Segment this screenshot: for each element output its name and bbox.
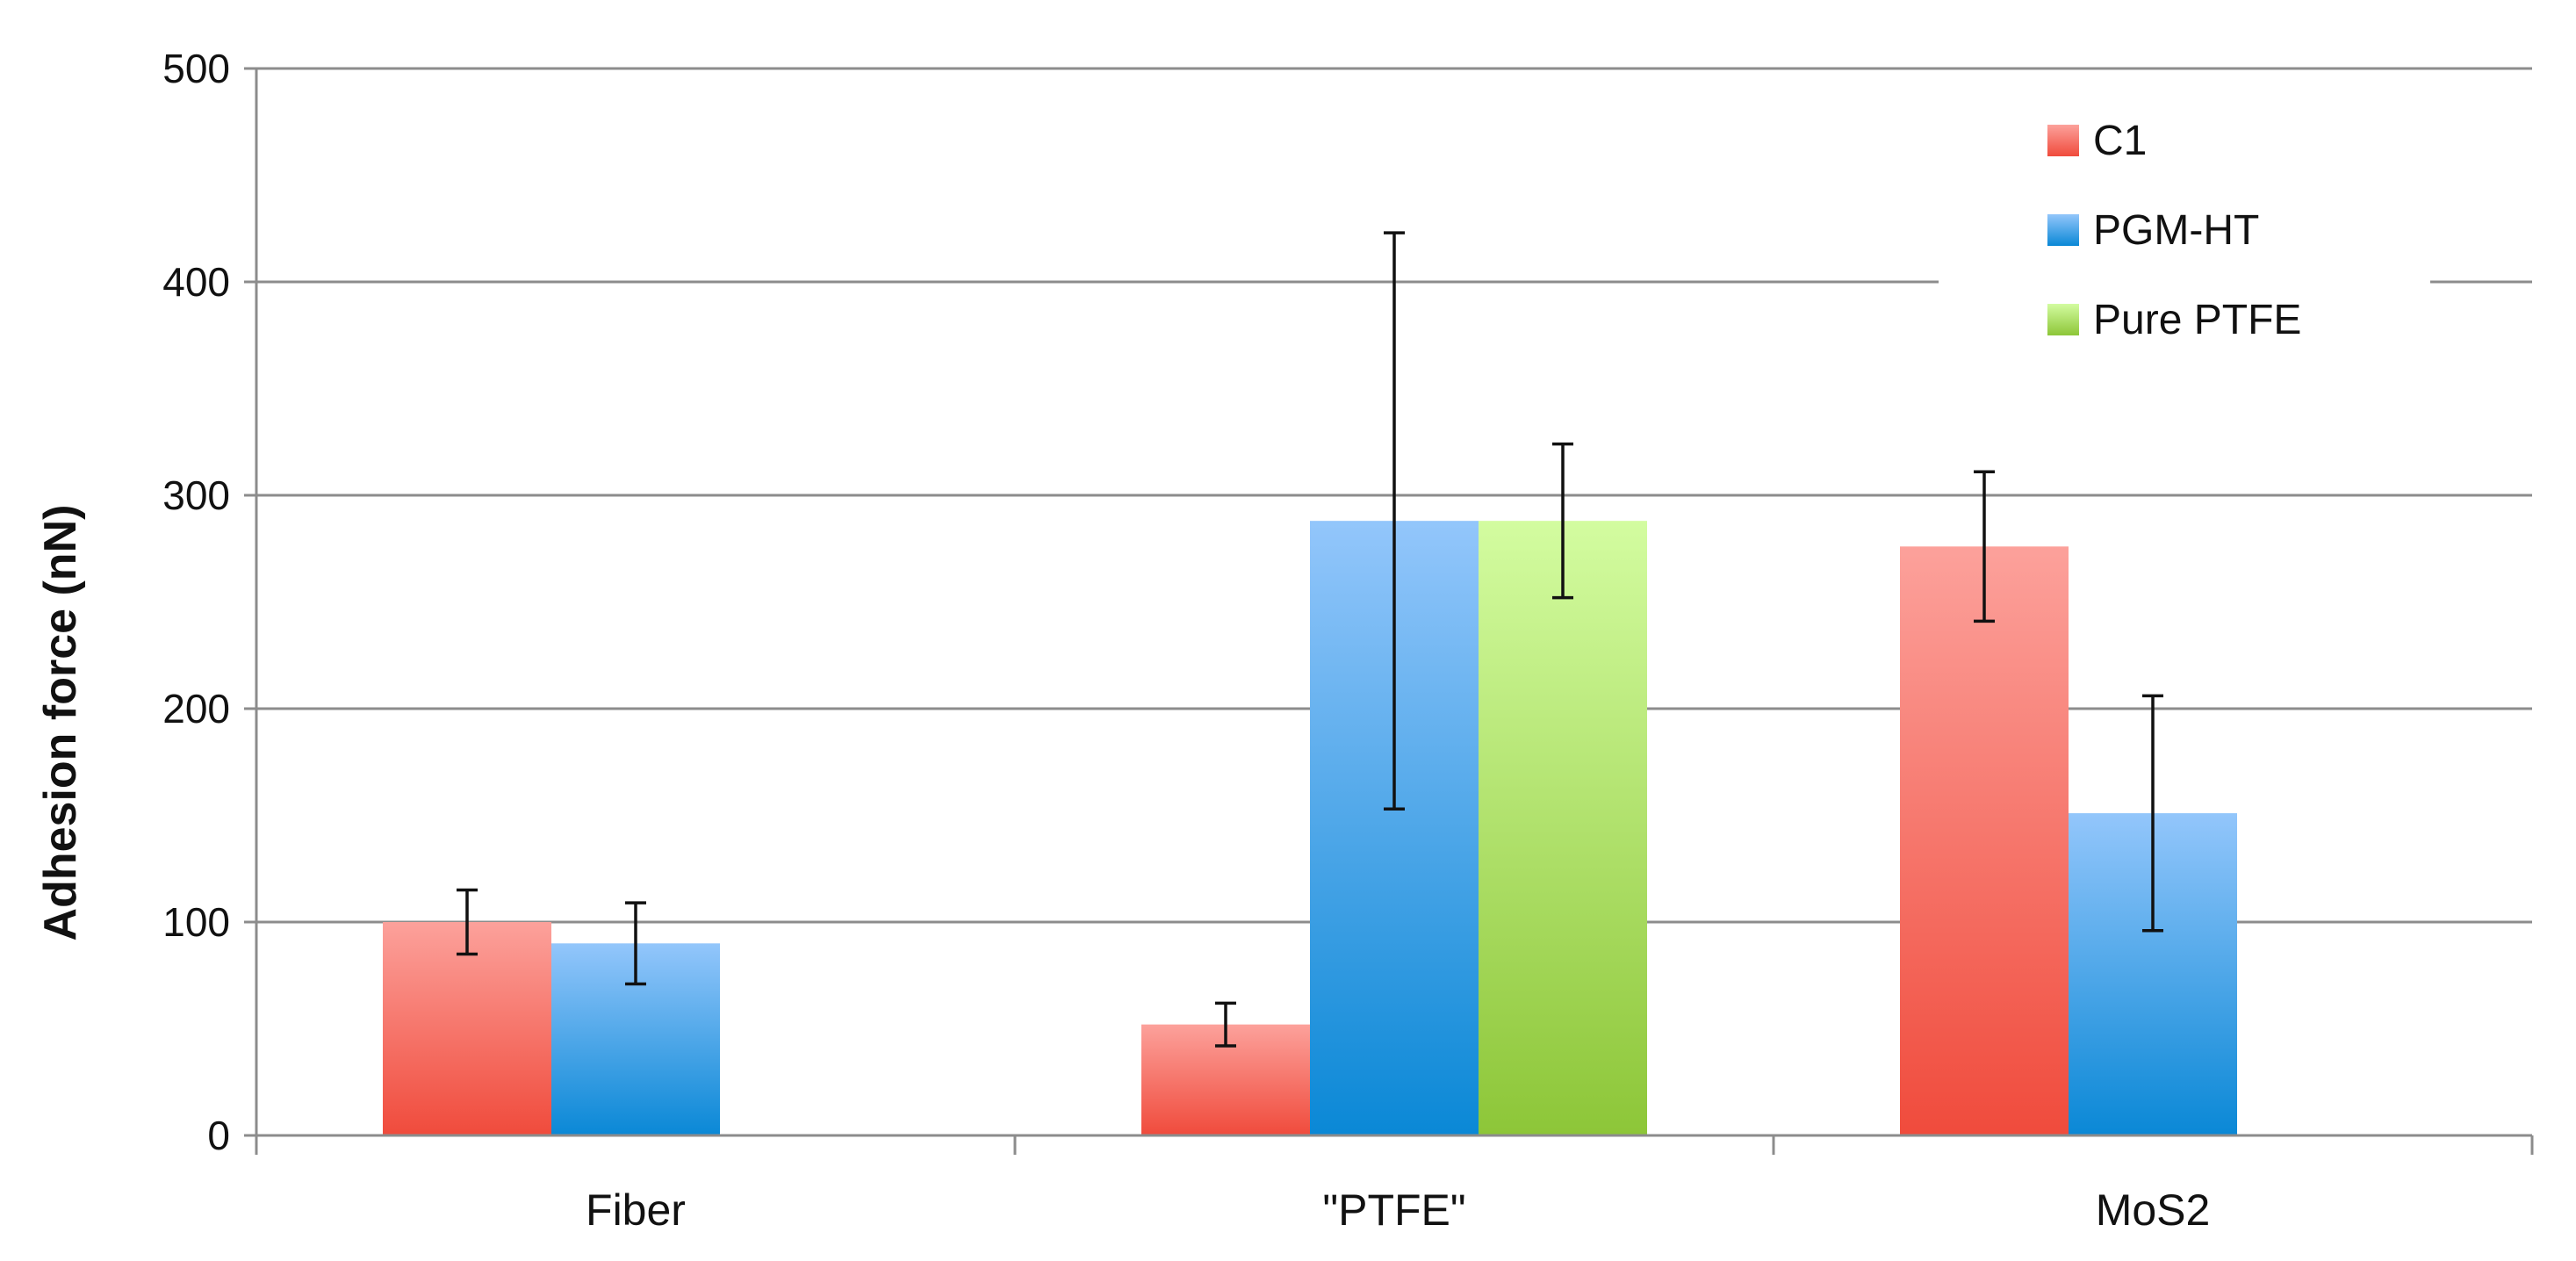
legend-swatch-pgm-ht xyxy=(2047,214,2079,246)
y-tick-label-500: 500 xyxy=(162,46,230,91)
legend-swatch-c1 xyxy=(2047,125,2079,156)
y-tick-label-200: 200 xyxy=(162,686,230,731)
bar-c1-2 xyxy=(1900,546,2069,1135)
bar-c1-0 xyxy=(383,922,551,1135)
legend-label-c1: C1 xyxy=(2093,118,2147,164)
x-tick-label-0: Fiber xyxy=(586,1185,686,1235)
y-tick-label-400: 400 xyxy=(162,259,230,305)
legend-swatch-pure-ptfe xyxy=(2047,304,2079,335)
y-tick-label-300: 300 xyxy=(162,472,230,518)
bars xyxy=(383,521,2237,1135)
bar-pure-ptfe-1 xyxy=(1479,521,1647,1135)
legend-label-pgm-ht: PGM-HT xyxy=(2093,207,2259,254)
legend-background xyxy=(1939,98,2430,376)
axes: 0 100 200 300 400 500 Fiber "PTFE" MoS2 xyxy=(162,46,2534,1235)
legend-label-pure-ptfe: Pure PTFE xyxy=(2093,297,2301,343)
y-tick-label-100: 100 xyxy=(162,899,230,945)
x-tick-label-2: MoS2 xyxy=(2096,1185,2211,1235)
legend: C1 PGM-HT Pure PTFE xyxy=(1939,98,2430,376)
x-tick-label-1: "PTFE" xyxy=(1322,1185,1465,1235)
error-bars xyxy=(457,231,2163,1048)
y-axis-title: Adhesion force (nN) xyxy=(35,505,86,941)
y-tick-label-0: 0 xyxy=(207,1113,230,1158)
